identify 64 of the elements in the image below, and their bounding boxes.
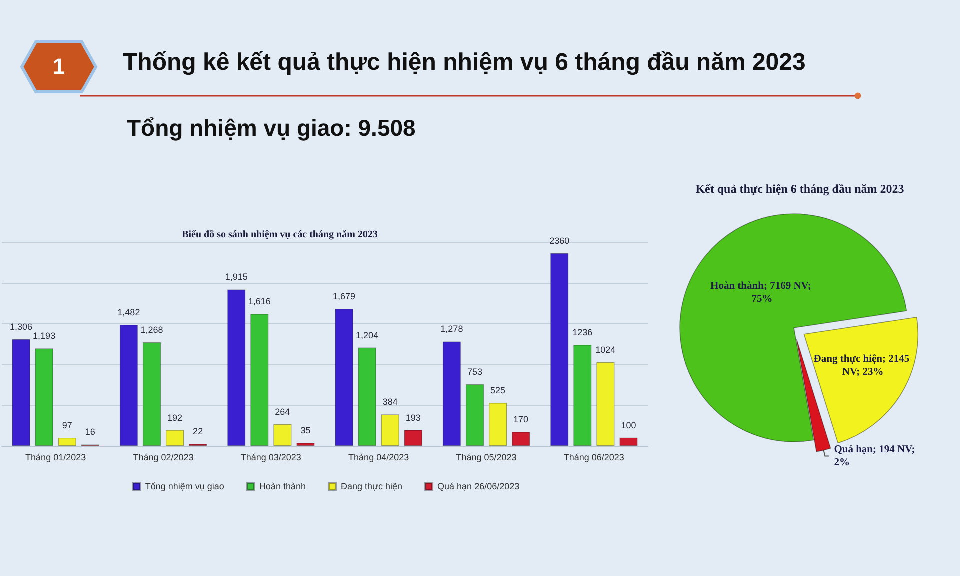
x-tick-label: Tháng 03/2023: [240, 452, 302, 462]
data-label: 100: [621, 420, 636, 430]
data-label: 35: [300, 426, 311, 436]
data-label: 1236: [572, 328, 593, 338]
data-label: 1,306: [10, 322, 33, 332]
slice-label: Quá hạn; 194 NV; 2%: [834, 444, 918, 468]
bar: [58, 438, 76, 446]
bar: [596, 362, 615, 446]
bar: [550, 253, 569, 446]
bar: [620, 438, 638, 446]
legend-label: Hoàn thành: [259, 482, 306, 492]
data-label: 1,482: [118, 308, 140, 318]
bar: [228, 290, 246, 446]
x-tick-label: Tháng 05/2023: [456, 452, 517, 462]
data-label: 1,204: [356, 330, 379, 340]
bar: [296, 443, 315, 446]
chart-title: Biểu đồ so sánh nhiệm vụ các tháng năm 2023: [182, 230, 378, 240]
slice-label: Đang thực hiện; 2145 NV; 23%: [814, 354, 912, 378]
data-label: 1,915: [225, 272, 248, 282]
x-tick-label: Tháng 04/2023: [348, 452, 410, 462]
data-label: 193: [406, 412, 421, 423]
data-label: 192: [168, 412, 183, 423]
legend-label: Đang thực hiện: [340, 482, 403, 492]
data-label: 1,278: [440, 324, 464, 334]
slice-label: Hoàn thành; 7169 NV; 75%: [710, 280, 814, 305]
bar: [166, 430, 184, 446]
legend-label: Tổng nhiệm vụ giao: [145, 482, 224, 492]
legend-label: Quá hạn 26/06/2023: [438, 482, 520, 492]
bar: [466, 384, 484, 446]
bar: [442, 342, 461, 446]
data-label: 1,193: [33, 331, 56, 342]
x-tick-label: Tháng 06/2023: [564, 452, 624, 462]
bar: [335, 308, 354, 446]
data-label: 170: [514, 414, 529, 425]
bar: [120, 325, 138, 446]
text: 1: [52, 54, 66, 80]
bar: [142, 342, 161, 446]
bar: [489, 403, 508, 446]
bar: [404, 430, 422, 446]
bar: [358, 348, 376, 446]
bar: [250, 314, 269, 446]
bar: [512, 432, 530, 446]
data-label: 1024: [596, 344, 616, 355]
data-label: 384: [382, 397, 398, 408]
data-label: 1,268: [140, 325, 164, 336]
bar: [381, 414, 400, 446]
data-label: 1,679: [333, 291, 356, 302]
data-label: 22: [193, 426, 204, 437]
data-label: 97: [62, 420, 72, 431]
data-label: 2360: [550, 236, 570, 246]
x-tick-label: Tháng 01/2023: [26, 452, 86, 462]
data-label: 264: [275, 406, 290, 417]
bar: [574, 345, 592, 446]
bar: [274, 424, 292, 446]
data-label: 753: [467, 367, 482, 378]
data-label: 1,616: [248, 296, 271, 307]
chart-title: Kết quả thực hiện 6 tháng đầu năm 2023: [696, 182, 904, 196]
data-label: 16: [85, 427, 96, 438]
bar: [12, 339, 30, 446]
bar: [35, 348, 54, 446]
text: Tổng nhiệm vụ giao: 9.508: [127, 114, 416, 143]
data-label: 525: [490, 386, 506, 396]
text: Thống kê kết quả thực hiện nhiệm vụ 6 tháng đầu năm 2023: [123, 48, 806, 78]
x-tick-label: Tháng 02/2023: [133, 452, 194, 462]
